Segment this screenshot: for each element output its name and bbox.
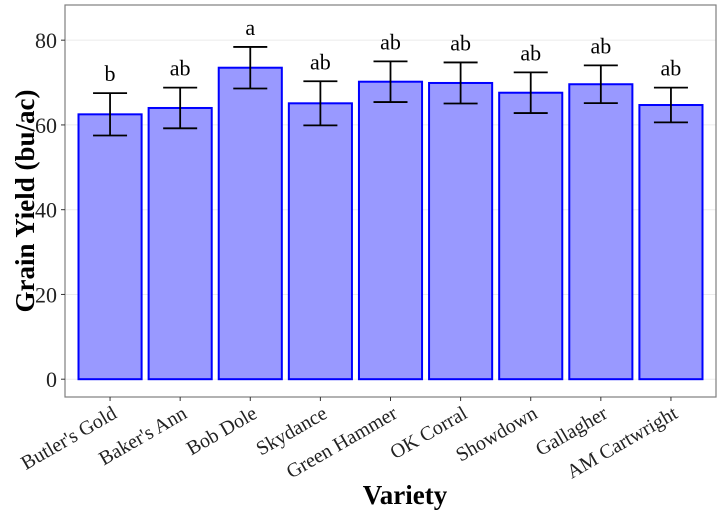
significance-letter: ab — [170, 56, 191, 81]
y-tick-label: 80 — [35, 28, 57, 53]
significance-letter: ab — [310, 49, 331, 74]
bar — [498, 91, 564, 381]
bar — [217, 66, 283, 381]
significance-letter: ab — [450, 30, 471, 55]
error-bars — [93, 46, 688, 137]
bar — [287, 102, 353, 381]
bar — [638, 104, 704, 381]
y-axis-title: Grain Yield (bu/ac) — [10, 89, 40, 312]
significance-letter: ab — [380, 29, 401, 54]
bar — [77, 113, 143, 381]
bar — [357, 80, 424, 381]
x-axis-title: Variety — [363, 480, 448, 510]
y-tick-label: 0 — [46, 367, 57, 392]
bar — [147, 106, 213, 381]
y-axis: 0 20 40 60 80 — [35, 28, 65, 392]
y-tick-label: 40 — [35, 198, 57, 223]
significance-letter: ab — [590, 33, 611, 58]
x-tick-label: Bob Dole — [183, 402, 261, 460]
significance-letter: ab — [520, 40, 541, 65]
y-tick-label: 60 — [35, 113, 57, 138]
y-tick-label: 20 — [35, 282, 57, 307]
significance-letters: b ab a ab ab ab ab ab ab — [105, 15, 682, 86]
bars — [77, 66, 704, 381]
significance-letter: b — [105, 61, 116, 86]
bar — [568, 83, 634, 381]
significance-letter: a — [245, 15, 255, 40]
significance-letter: ab — [661, 56, 682, 81]
bar — [428, 81, 494, 381]
